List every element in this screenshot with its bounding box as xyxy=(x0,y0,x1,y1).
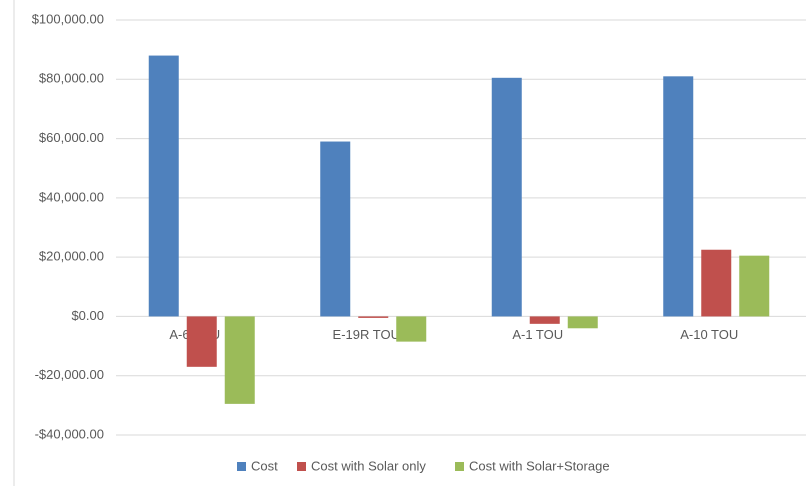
bar xyxy=(186,316,217,367)
x-tick-label: A-10 TOU xyxy=(680,327,738,342)
bar xyxy=(529,316,560,324)
bar xyxy=(224,316,255,404)
y-tick-label: $80,000.00 xyxy=(39,71,104,86)
y-tick-label: $0.00 xyxy=(71,308,104,323)
legend-swatch xyxy=(237,462,246,471)
bar xyxy=(358,316,389,318)
x-tick-label: E-19R TOU xyxy=(333,327,400,342)
y-tick-label: -$40,000.00 xyxy=(35,426,104,441)
legend-swatch xyxy=(455,462,464,471)
legend-label: Cost with Solar only xyxy=(311,458,426,473)
legend-label: Cost xyxy=(251,458,278,473)
x-tick-label: A-1 TOU xyxy=(512,327,563,342)
legend-label: Cost with Solar+Storage xyxy=(469,458,610,473)
bar xyxy=(148,55,179,317)
legend-swatch xyxy=(297,462,306,471)
bar xyxy=(739,255,770,317)
bar xyxy=(491,77,522,317)
y-tick-label: $40,000.00 xyxy=(39,189,104,204)
bar xyxy=(663,76,694,317)
bar xyxy=(701,249,732,317)
y-tick-label: $100,000.00 xyxy=(32,11,104,26)
bar xyxy=(567,316,598,329)
y-tick-label: $60,000.00 xyxy=(39,130,104,145)
y-tick-label: -$20,000.00 xyxy=(35,367,104,382)
bar xyxy=(396,316,427,342)
bar xyxy=(320,141,351,317)
y-tick-label: $20,000.00 xyxy=(39,249,104,264)
